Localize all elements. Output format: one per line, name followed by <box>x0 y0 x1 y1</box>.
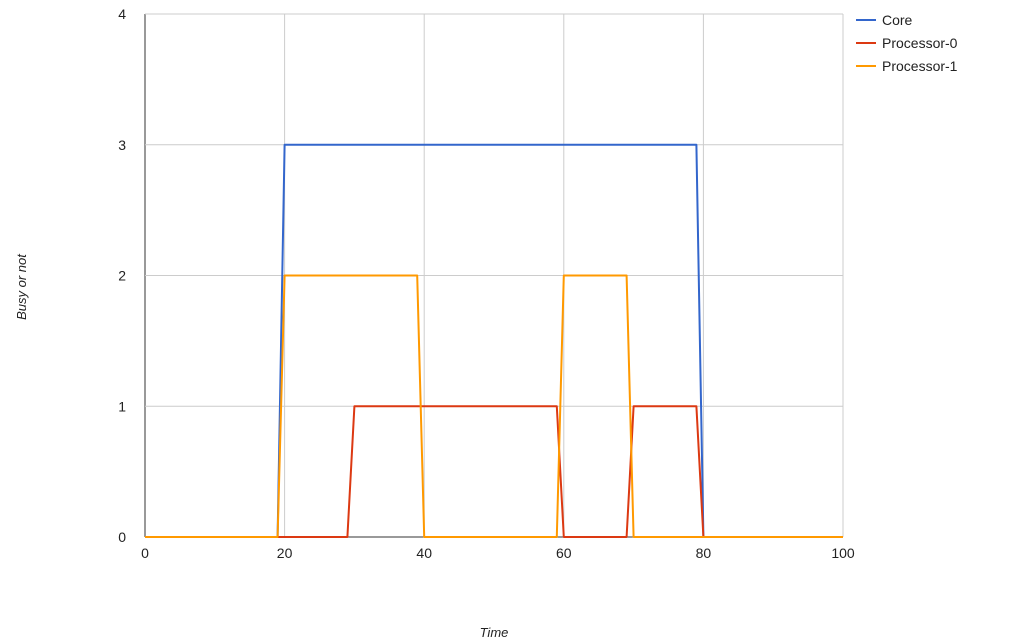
x-tick-label: 80 <box>696 545 712 561</box>
x-tick-label: 0 <box>141 545 149 561</box>
x-tick-label: 40 <box>416 545 432 561</box>
y-tick-label: 0 <box>118 529 126 545</box>
series-layer <box>145 143 843 538</box>
legend-label: Processor-0 <box>882 35 958 51</box>
x-tick-label: 60 <box>556 545 572 561</box>
y-tick-label: 3 <box>118 137 126 153</box>
y-tick-label: 1 <box>118 398 126 414</box>
x-tick-label: 100 <box>831 545 855 561</box>
legend: Core Processor-0 Processor-1 <box>856 12 958 74</box>
x-axis-title: Time <box>480 625 509 640</box>
y-tick-label: 4 <box>118 6 126 22</box>
legend-label: Processor-1 <box>882 58 958 74</box>
y-axis-title: Busy or not <box>14 253 29 320</box>
series-line-core <box>145 143 843 538</box>
y-tick-label: 2 <box>118 268 126 284</box>
axis-layer: 0 20 40 60 80 100 0 1 2 3 4 <box>118 6 855 561</box>
legend-label: Core <box>882 12 913 28</box>
series-line-processor-1 <box>145 274 843 538</box>
x-tick-label: 20 <box>277 545 293 561</box>
grid-layer <box>144 13 844 538</box>
series-line-processor-0 <box>145 405 843 538</box>
